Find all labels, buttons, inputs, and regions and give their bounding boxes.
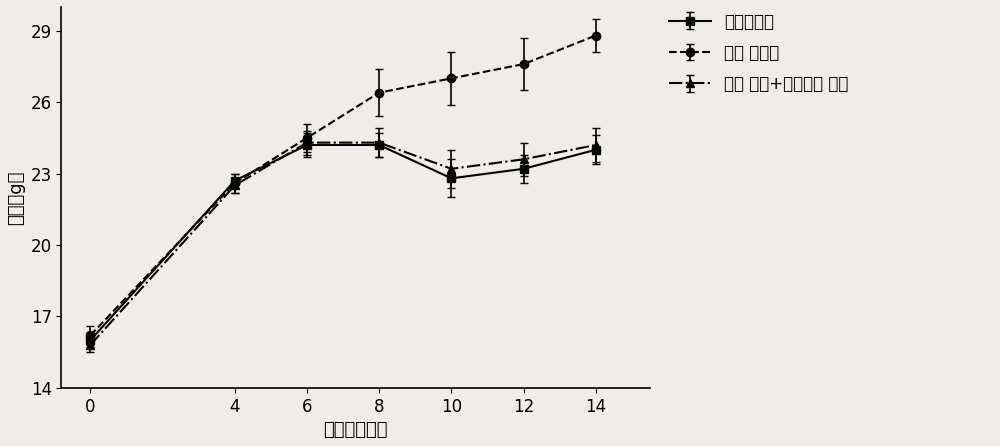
- X-axis label: 时间（星期）: 时间（星期）: [323, 421, 388, 439]
- Y-axis label: 体重（g）: 体重（g）: [7, 170, 25, 224]
- Legend: 正常饮食组, 高脂 饮食组, 高脂 饮食+茶多酚组 合组: 正常饮食组, 高脂 饮食组, 高脂 饮食+茶多酚组 合组: [664, 8, 854, 98]
